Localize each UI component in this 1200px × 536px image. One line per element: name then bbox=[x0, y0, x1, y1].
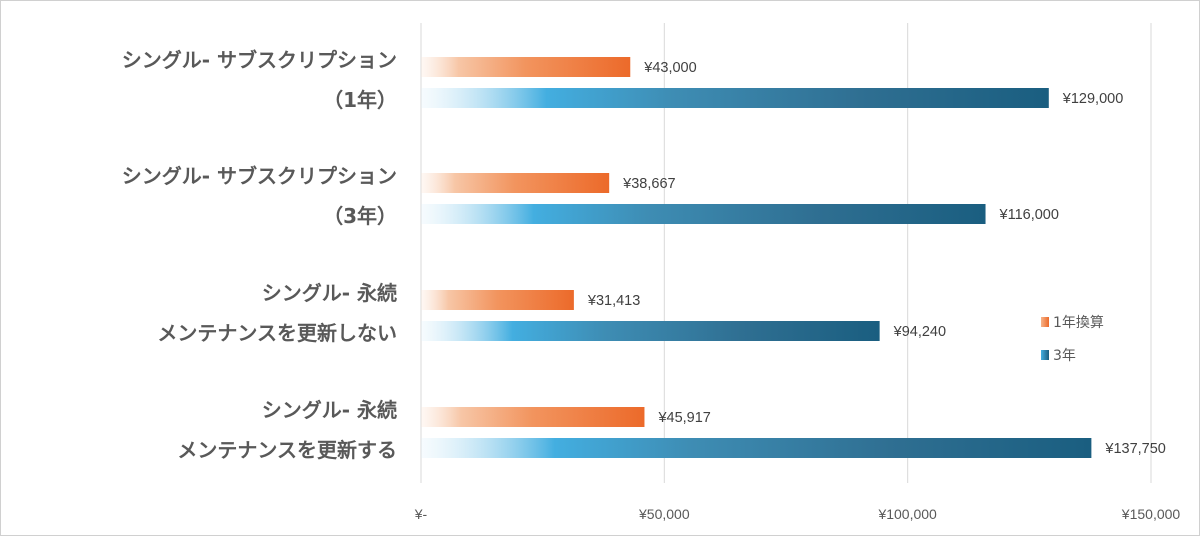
data-label: ¥129,000 bbox=[1062, 91, 1123, 107]
x-tick-label: ¥100,000 bbox=[877, 506, 937, 522]
data-label: ¥116,000 bbox=[999, 207, 1059, 223]
bar-annual bbox=[421, 407, 645, 427]
x-tick-label: ¥50,000 bbox=[638, 506, 690, 522]
bar-annual bbox=[421, 173, 610, 193]
legend-label: 1年換算 bbox=[1053, 315, 1104, 331]
legend-swatch bbox=[1041, 317, 1049, 327]
data-label: ¥43,000 bbox=[643, 60, 696, 76]
bar-annual bbox=[421, 57, 631, 77]
bar-annual bbox=[421, 290, 574, 310]
bar-3year bbox=[421, 438, 1092, 458]
data-label: ¥137,750 bbox=[1104, 441, 1165, 457]
category-labels: シングル- サブスクリプション （1年） シングル- サブスクリプション （3年） シン… bbox=[122, 48, 397, 462]
x-axis-ticks: ¥- ¥50,000 ¥100,000 ¥150,000 bbox=[414, 506, 1181, 522]
category-label: シングル- サブスクリプション bbox=[122, 48, 397, 72]
legend-swatch bbox=[1041, 350, 1049, 360]
category-label: メンテナンスを更新する bbox=[177, 438, 397, 462]
category-label: シングル- 永続 bbox=[262, 398, 397, 422]
category-label: （1年） bbox=[323, 88, 397, 112]
legend: 1年換算 3年 bbox=[1041, 315, 1104, 364]
x-tick-label: ¥150,000 bbox=[1121, 506, 1181, 522]
x-tick-label: ¥- bbox=[414, 506, 428, 522]
category-label: シングル- 永続 bbox=[262, 281, 397, 305]
data-label: ¥94,240 bbox=[893, 324, 946, 340]
bar-3year bbox=[421, 88, 1049, 108]
category-label: メンテナンスを更新しない bbox=[157, 321, 397, 345]
data-label: ¥31,413 bbox=[587, 293, 640, 309]
data-label: ¥45,917 bbox=[657, 410, 710, 426]
legend-label: 3年 bbox=[1053, 348, 1076, 364]
bar-3year bbox=[421, 321, 880, 341]
data-label: ¥38,667 bbox=[622, 176, 675, 192]
bar-3year bbox=[421, 204, 986, 224]
data-labels: ¥43,000 ¥38,667 ¥31,413 ¥45,917 ¥129,000 ¥116… bbox=[587, 60, 1166, 457]
category-label: シングル- サブスクリプション bbox=[122, 164, 397, 188]
category-label: （3年） bbox=[323, 204, 397, 228]
bars bbox=[421, 57, 1092, 458]
